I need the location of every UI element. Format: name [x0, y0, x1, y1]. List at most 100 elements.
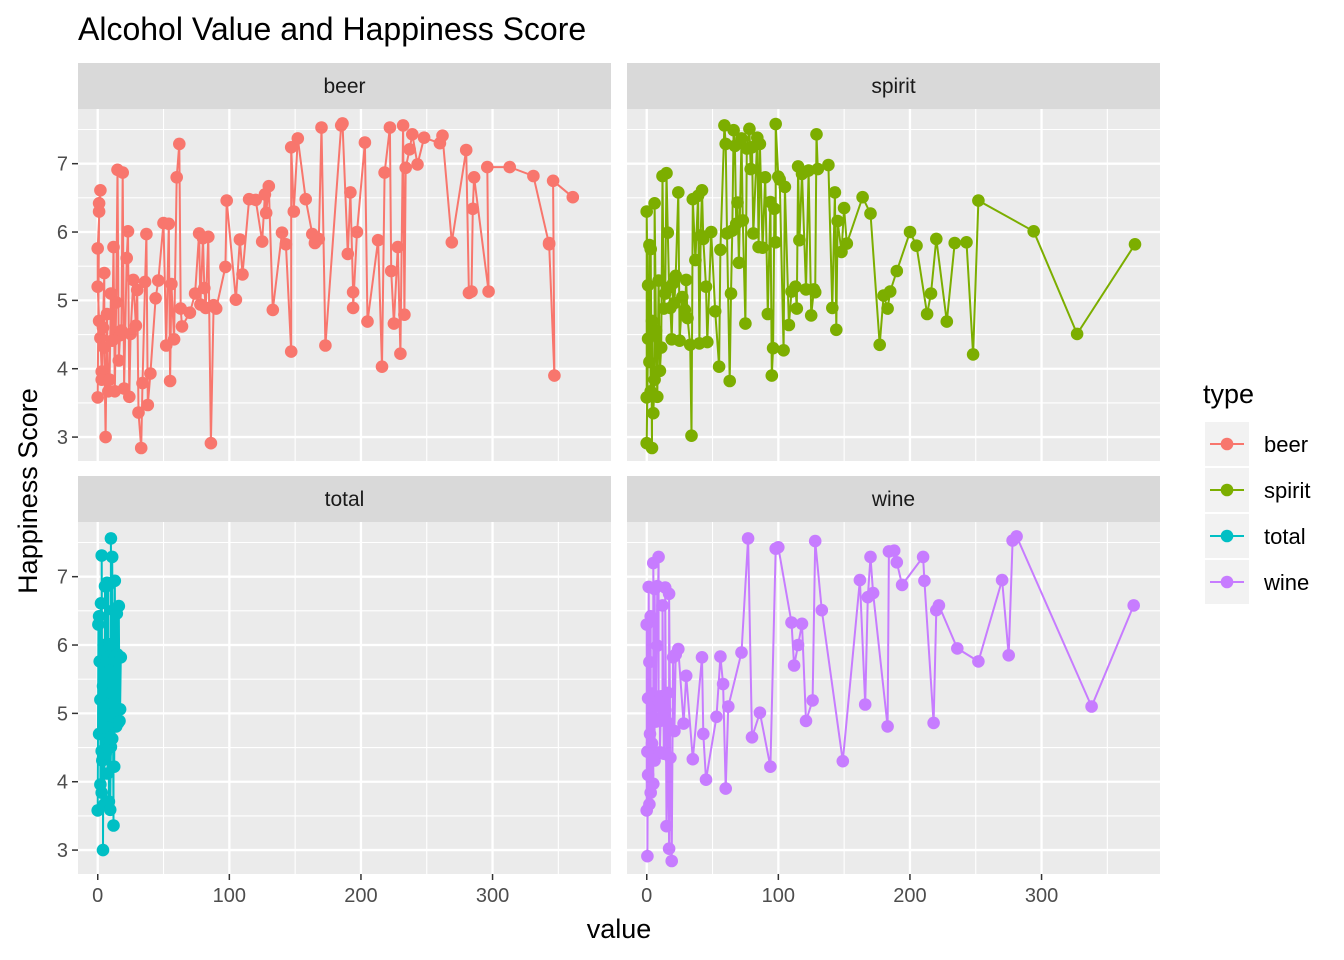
data-point-beer [259, 206, 273, 220]
data-point-spirit [704, 225, 718, 239]
y-tick-label: 5 [57, 703, 68, 725]
facet-panel-beer: beer 3 4 5 6 7 [57, 63, 611, 461]
data-point-spirit [640, 205, 653, 218]
data-point-beer [163, 374, 177, 388]
data-point-beer [140, 227, 153, 241]
data-point-spirit [641, 332, 655, 346]
data-point-beer [209, 302, 223, 315]
data-point-spirit [920, 307, 934, 321]
facet-strip-label-spirit: spirit [871, 75, 916, 98]
data-point-beer [445, 236, 459, 249]
data-point-beer [299, 192, 313, 206]
facet-strip-wine [627, 476, 1160, 522]
panel-background [78, 522, 611, 874]
data-point-total [107, 760, 121, 773]
data-point-spirit [727, 123, 740, 137]
data-point-beer [466, 202, 480, 216]
data-point-beer [465, 285, 478, 298]
legend-label-spirit: spirit [1264, 478, 1310, 503]
data-point-beer [96, 321, 110, 335]
data-point-beer [98, 266, 111, 280]
data-point-wine [890, 556, 904, 569]
data-point-wine [1085, 700, 1098, 713]
data-point-spirit [647, 406, 660, 420]
data-point-spirit [883, 285, 897, 298]
data-point-beer [141, 398, 155, 412]
data-point-beer [198, 281, 211, 295]
data-point-beer [129, 319, 143, 333]
data-point-beer [399, 161, 413, 175]
data-point-beer [436, 129, 449, 142]
data-point-wine [643, 727, 657, 741]
facet-strip-beer [78, 63, 611, 109]
y-tick-label: 7 [57, 567, 68, 589]
data-point-spirit [735, 132, 748, 145]
data-point-beer [548, 369, 561, 382]
data-point-wine [753, 706, 767, 719]
data-point-wine [662, 587, 676, 601]
data-point-wine [722, 700, 735, 713]
data-point-beer [411, 158, 424, 171]
data-point-spirit [724, 287, 738, 300]
data-point-spirit [643, 355, 656, 369]
data-point-wine [745, 731, 759, 744]
data-point-wine [686, 752, 700, 766]
data-point-spirit [732, 256, 746, 270]
data-point-spirit [641, 279, 655, 292]
y-tick-label: 4 [57, 359, 68, 381]
data-point-beer [291, 132, 305, 145]
x-tick-label: 300 [476, 885, 509, 907]
data-point-wine [665, 854, 678, 868]
data-point-spirit [924, 287, 938, 300]
y-tick-label: 6 [57, 222, 68, 244]
data-point-wine [643, 655, 656, 669]
data-point-total [95, 549, 108, 562]
data-point-beer [107, 240, 120, 254]
facet-strip-label-total: total [325, 488, 365, 511]
legend-key-point [1220, 575, 1234, 589]
y-tick-label: 4 [57, 772, 68, 794]
data-point-spirit [653, 364, 667, 378]
data-point-spirit [681, 311, 694, 325]
facet-panels: beer 3 4 5 6 7 spirit total 3 4 5 6 7 0 100 200 300 wine 0… [57, 63, 1160, 907]
data-point-spirit [808, 285, 822, 299]
data-point-beer [262, 179, 276, 193]
legend-key-point [1220, 529, 1234, 543]
data-point-wine [741, 532, 755, 545]
data-point-beer [134, 441, 148, 455]
data-point-spirit [789, 280, 802, 294]
data-point-wine [658, 703, 672, 717]
data-point-beer [467, 171, 481, 184]
data-point-spirit [744, 162, 757, 176]
facet-panel-spirit: spirit [627, 63, 1160, 461]
data-point-wine [1127, 599, 1140, 612]
data-point-wine [719, 782, 732, 795]
data-point-beer [396, 119, 410, 132]
y-tick-label: 7 [57, 154, 68, 176]
data-point-spirit [768, 202, 781, 216]
x-tick-label: 200 [344, 885, 377, 907]
data-point-spirit [660, 166, 673, 180]
data-point-beer [219, 260, 232, 274]
data-point-beer [170, 171, 183, 184]
data-point-spirit [672, 186, 685, 199]
data-point-total [103, 664, 116, 678]
data-point-wine [652, 550, 665, 564]
legend-item-total: total [1205, 514, 1306, 558]
legend: type beer spirit total wine [1203, 379, 1310, 604]
y-tick-label: 5 [57, 290, 68, 312]
data-point-beer [103, 373, 116, 387]
data-point-beer [188, 287, 202, 300]
data-point-wine [932, 599, 946, 612]
data-point-spirit [701, 335, 714, 349]
data-point-beer [136, 376, 149, 390]
facet-strip-label-wine: wine [871, 488, 915, 511]
data-point-total [95, 786, 108, 799]
data-point-beer [361, 315, 374, 328]
data-point-total [108, 574, 122, 588]
x-tick-label: 0 [92, 885, 103, 907]
data-point-spirit [723, 374, 736, 388]
data-point-wine [668, 724, 681, 738]
data-point-spirit [769, 236, 782, 249]
data-point-wine [927, 716, 940, 730]
